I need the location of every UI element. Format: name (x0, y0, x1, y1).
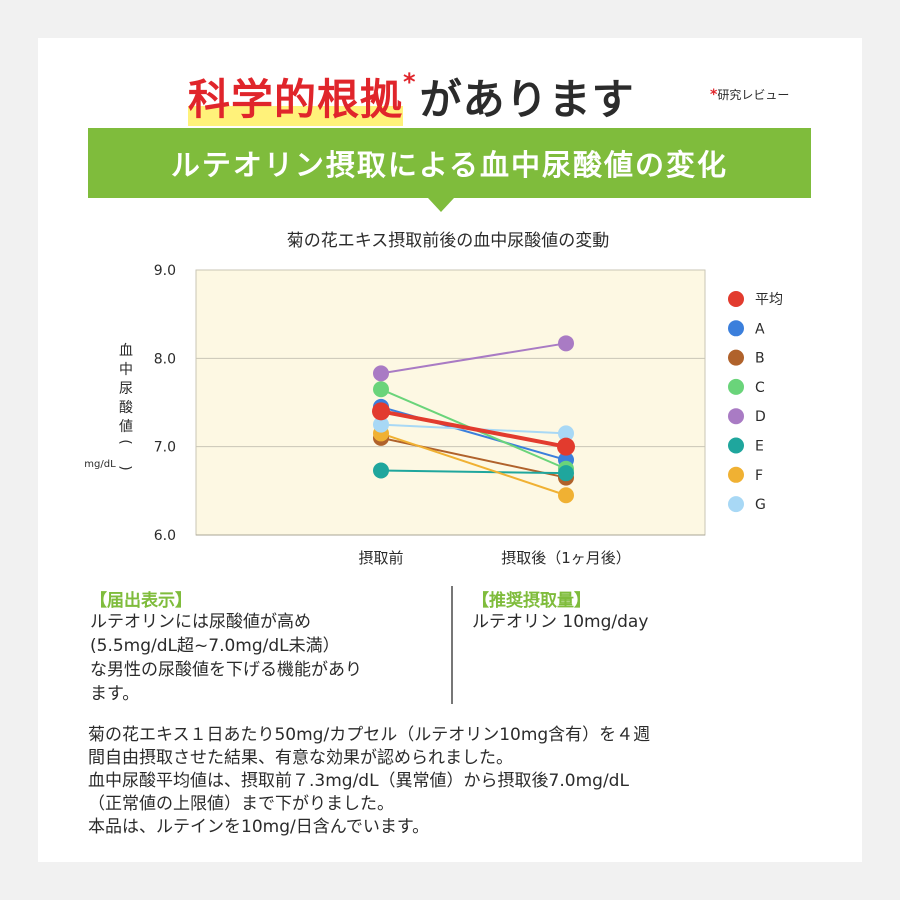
legend-marker-D (728, 408, 744, 425)
series-line-D (380, 342, 567, 375)
legend-marker-B (728, 349, 744, 366)
y-axis-unit: mg/dL (84, 459, 116, 470)
legend-label: D (755, 409, 766, 425)
review-note: *研究レビュー (710, 86, 789, 103)
data-point-G (558, 425, 574, 442)
data-point-C (373, 381, 389, 398)
x-category-label: 摂取前 (358, 549, 403, 567)
legend-label: 平均 (755, 292, 783, 308)
summary-line: 間自由摂取させた結果、有意な効果が認められました。 (88, 748, 513, 768)
content-card: 科学的根拠 * があります *研究レビュー ルテオリン摂取による血中尿酸値の変化… (38, 38, 862, 862)
legend-marker-G (728, 496, 744, 513)
notice-line: ルテオリンには尿酸値が高め (90, 612, 311, 632)
data-point-平均 (557, 437, 575, 456)
data-point-G (373, 416, 389, 433)
data-point-E (373, 462, 389, 479)
y-axis-label-char: 酸 (119, 400, 133, 416)
review-text: 研究レビュー (717, 88, 790, 102)
summary-line: 血中尿酸平均値は、摂取前７.3mg/dL（異常値）から摂取後7.0mg/dL (88, 771, 629, 791)
y-axis-label-char: 中 (119, 362, 133, 378)
legend-label: C (755, 380, 765, 396)
y-tick-label: 7.0 (154, 440, 176, 456)
legend-marker-F (728, 466, 744, 483)
uric-acid-chart: 菊の花エキス摂取前後の血中尿酸値の変動 9.0 8.0 7.0 6.0 血中尿酸値 ()… (84, 231, 783, 567)
plot-area (195, 269, 706, 536)
series-line-F (380, 432, 567, 497)
dosage-heading: 【推奨摂取量】 (472, 591, 591, 611)
data-point-D (558, 335, 574, 352)
y-axis-paren: ( (117, 439, 133, 444)
y-axis-label-char: 尿 (119, 381, 133, 397)
legend-marker-E (728, 437, 744, 454)
banner-text: ルテオリン摂取による血中尿酸値の変化 (170, 148, 729, 182)
legend-label: G (755, 497, 766, 513)
study-summary: 菊の花エキス１日あたり50mg/カプセル（ルテオリン10mg含有）を４週 間自由摂… (88, 724, 848, 839)
series-line-E (380, 469, 567, 475)
notice-heading: 【届出表示】 (90, 591, 192, 611)
summary-line: （正常値の上限値）まで下がりました。 (88, 794, 394, 814)
divider (451, 586, 453, 704)
data-point-平均 (372, 402, 390, 421)
legend-marker-C (728, 378, 744, 395)
legend-marker-平均 (728, 291, 744, 307)
x-category-label: 摂取後（1ヶ月後） (501, 549, 631, 567)
legend-marker-A (728, 320, 744, 337)
section-banner: ルテオリン摂取による血中尿酸値の変化 (88, 128, 811, 198)
chart-title: 菊の花エキス摂取前後の血中尿酸値の変動 (287, 231, 610, 251)
notice-line: ます。 (90, 684, 140, 704)
headline-rest: があります (419, 75, 635, 124)
headline: 科学的根拠 * があります (188, 66, 635, 126)
notice-line: (5.5mg/dL超~7.0mg/dL未満） (90, 636, 340, 656)
y-tick-label: 9.0 (154, 263, 176, 279)
y-tick-label: 8.0 (154, 351, 176, 367)
y-axis-label-char: 血 (119, 343, 133, 359)
review-asterisk: * (710, 87, 718, 103)
legend-label: F (755, 468, 763, 484)
headline-asterisk: * (403, 68, 416, 96)
legend-label: A (755, 321, 765, 337)
notice-line: な男性の尿酸値を下げる機能があり (90, 660, 362, 680)
y-tick-label: 6.0 (154, 528, 176, 544)
banner-arrow-icon (428, 198, 454, 212)
data-point-D (373, 365, 389, 382)
dosage-body: ルテオリン 10mg/day (472, 612, 649, 632)
headline-highlight: 科学的根拠 (188, 74, 404, 126)
y-axis-label-char: 値 (119, 419, 133, 435)
summary-line: 菊の花エキス１日あたり50mg/カプセル（ルテオリン10mg含有）を４週 (88, 725, 651, 745)
series-line-平均 (380, 409, 567, 449)
y-axis-paren: ) (117, 465, 133, 470)
legend-label: B (755, 351, 765, 367)
summary-line: 本品は、ルテインを10mg/日含んでいます。 (88, 817, 430, 837)
data-point-F (558, 487, 574, 504)
notice-body: ルテオリンには尿酸値が高め (5.5mg/dL超~7.0mg/dL未満） な男性の尿… (90, 610, 440, 706)
data-point-E (558, 465, 574, 482)
legend-label: E (755, 439, 764, 455)
